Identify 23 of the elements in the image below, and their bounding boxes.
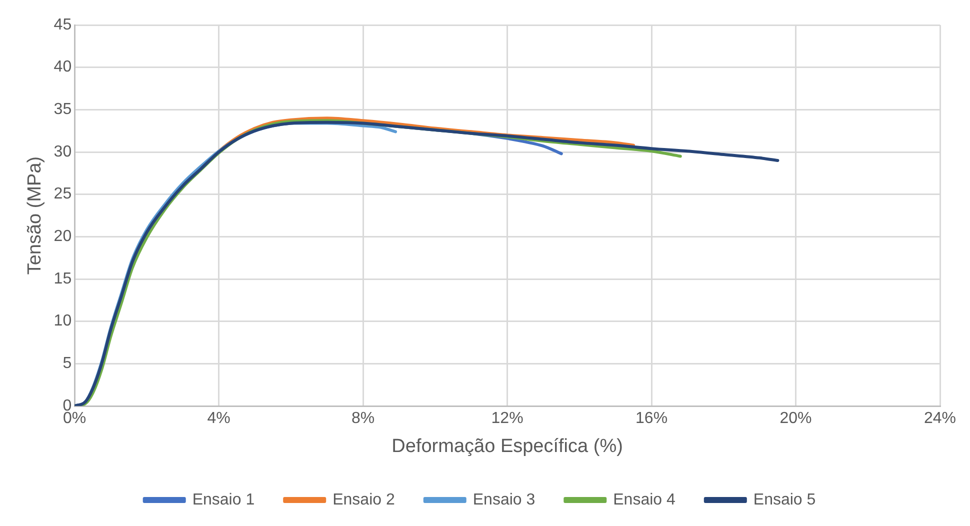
x-tick-label: 16%: [636, 410, 668, 428]
x-axis-title: Deformação Específica (%): [392, 436, 623, 457]
y-tick-label: 15: [54, 270, 72, 288]
legend-label: Ensaio 5: [753, 491, 816, 508]
y-tick-label: 5: [62, 355, 72, 372]
y-tick-label: 10: [54, 312, 72, 330]
legend-label: Ensaio 3: [472, 491, 536, 508]
y-tick-label: 30: [54, 143, 72, 160]
y-axis-title: Tensão (MPa): [24, 156, 46, 275]
y-tick-label: 40: [54, 58, 72, 76]
y-tick-label: 35: [54, 101, 72, 118]
x-tick-label: 0%: [63, 410, 86, 428]
y-tick-label: 45: [54, 16, 72, 34]
x-tick-label: 24%: [924, 410, 956, 428]
x-tick-label: 12%: [491, 410, 524, 428]
x-tick-label: 20%: [780, 410, 812, 428]
y-tick-label: 25: [54, 186, 72, 203]
x-tick-label: 8%: [352, 410, 375, 428]
x-tick-label: 4%: [207, 410, 230, 428]
y-tick-label: 20: [54, 228, 72, 246]
legend-label: Ensaio 4: [613, 491, 676, 508]
legend-label: Ensaio 1: [192, 491, 255, 508]
legend-label: Ensaio 2: [332, 491, 395, 508]
